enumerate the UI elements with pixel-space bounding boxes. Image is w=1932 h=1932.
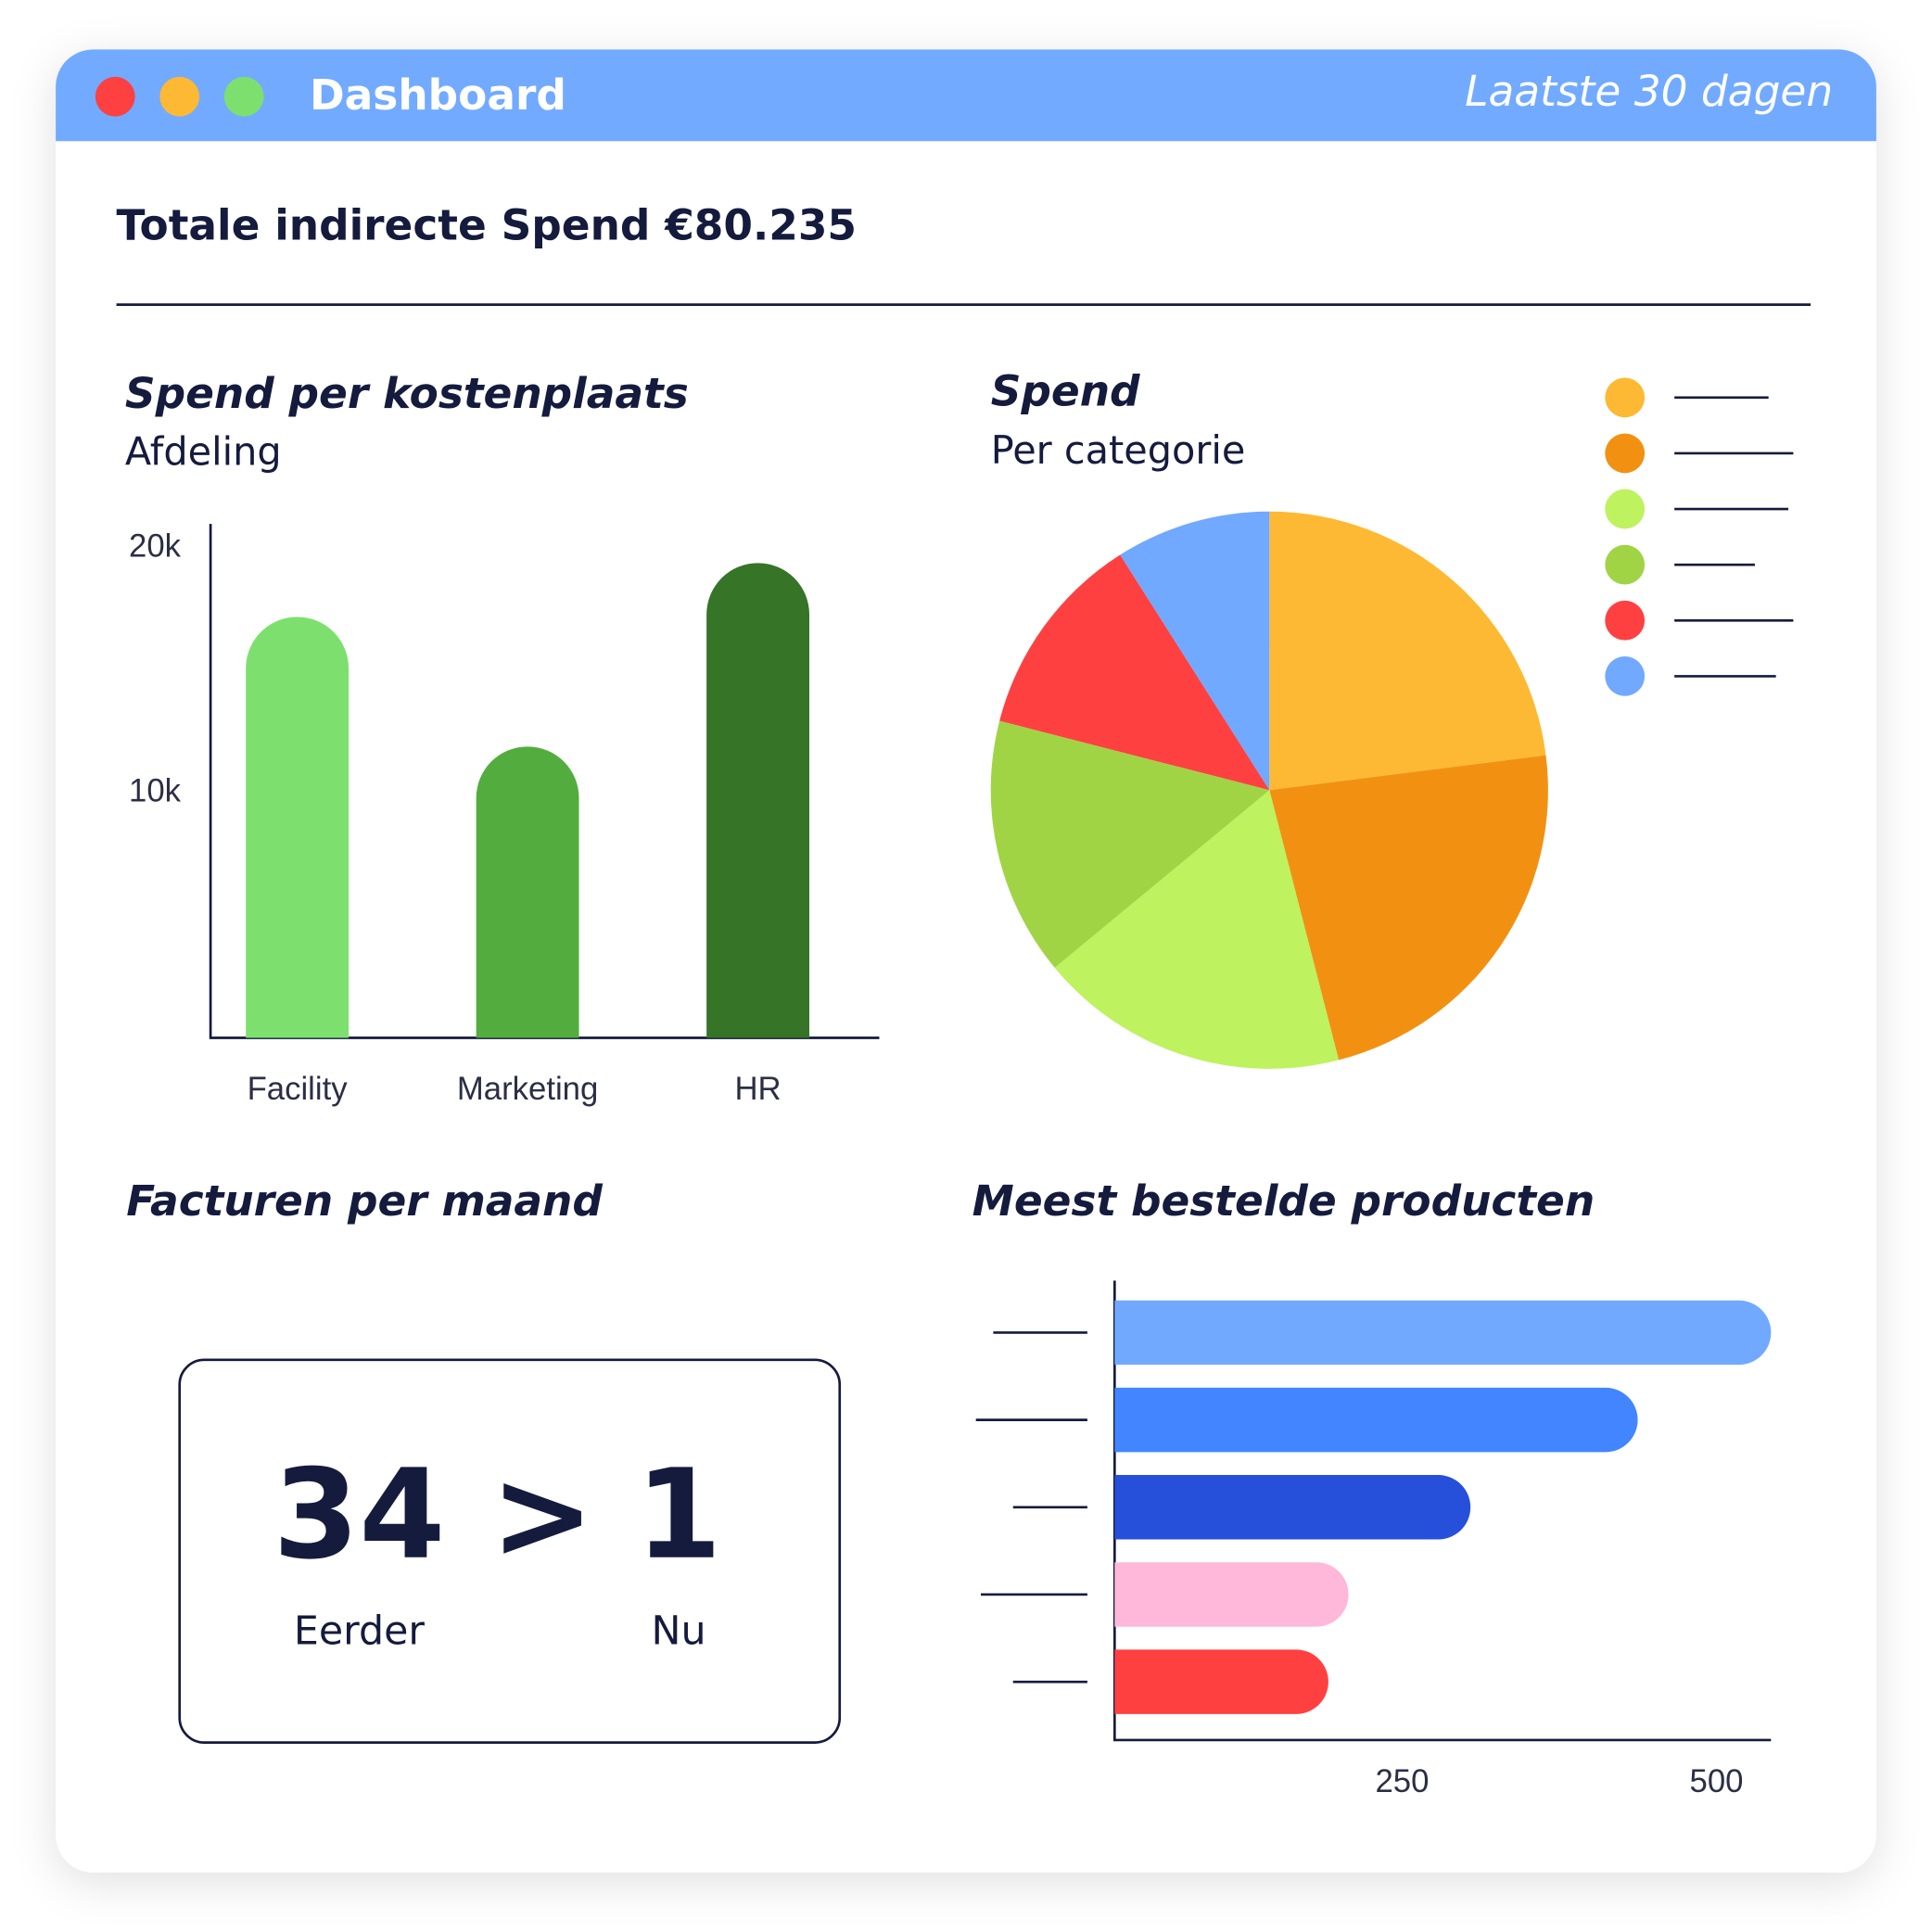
bar — [1114, 1300, 1772, 1366]
close-button[interactable] — [95, 76, 135, 117]
x-tick-label: HR — [734, 1072, 781, 1107]
x-tick-label: 250 — [1375, 1764, 1429, 1799]
x-tick-label: 500 — [1690, 1764, 1744, 1799]
y-tick-label: 10k — [129, 774, 182, 809]
pie-slice — [1269, 755, 1548, 1061]
chart-title: Spend per kostenplaats — [125, 369, 689, 418]
summary: Totale indirecte Spend €80.235 — [117, 200, 857, 249]
chart-title: Spend — [991, 366, 1140, 415]
y-tick-label: 20k — [129, 529, 182, 565]
chart-title: Meest bestelde producten — [972, 1176, 1595, 1226]
legend-marker — [1605, 433, 1646, 474]
minimize-button[interactable] — [159, 76, 200, 117]
invoices-separator: > — [490, 1443, 594, 1587]
section-title: Facturen per maand — [126, 1176, 603, 1226]
pie-slice — [999, 554, 1270, 791]
invoices-before: 34 — [273, 1443, 445, 1587]
chart-subtitle: Per categorie — [991, 428, 1246, 473]
x-tick-label: Facility — [248, 1072, 349, 1107]
pie-slice — [1269, 511, 1546, 791]
invoices-after: 1 — [636, 1443, 722, 1587]
title-bar — [56, 49, 1876, 142]
invoice-card — [178, 1358, 842, 1744]
axis — [209, 524, 880, 1039]
x-tick-label: Marketing — [457, 1072, 598, 1107]
bar — [1114, 1475, 1471, 1540]
window-title: Dashboard — [310, 70, 566, 120]
chart-subtitle: Afdeling — [125, 429, 282, 474]
pie-slice — [990, 720, 1270, 968]
bar — [706, 563, 810, 1038]
legend-marker — [1605, 600, 1646, 641]
bar — [1114, 1649, 1328, 1714]
bar — [1114, 1562, 1349, 1627]
bar — [476, 746, 579, 1038]
pie-slice — [1120, 511, 1270, 791]
invoices-before-label: Eerder — [294, 1608, 426, 1655]
bar — [1114, 1387, 1638, 1453]
invoices-after-label: Nu — [652, 1608, 706, 1655]
legend-marker — [1605, 489, 1646, 529]
bar — [246, 616, 350, 1038]
period[interactable]: Laatste 30 dagen — [1465, 67, 1833, 116]
legend-marker — [1605, 544, 1646, 585]
pie-slice — [1054, 790, 1340, 1069]
legend-marker — [1605, 377, 1646, 418]
maximize-button[interactable] — [223, 76, 264, 117]
legend-marker — [1605, 656, 1646, 696]
